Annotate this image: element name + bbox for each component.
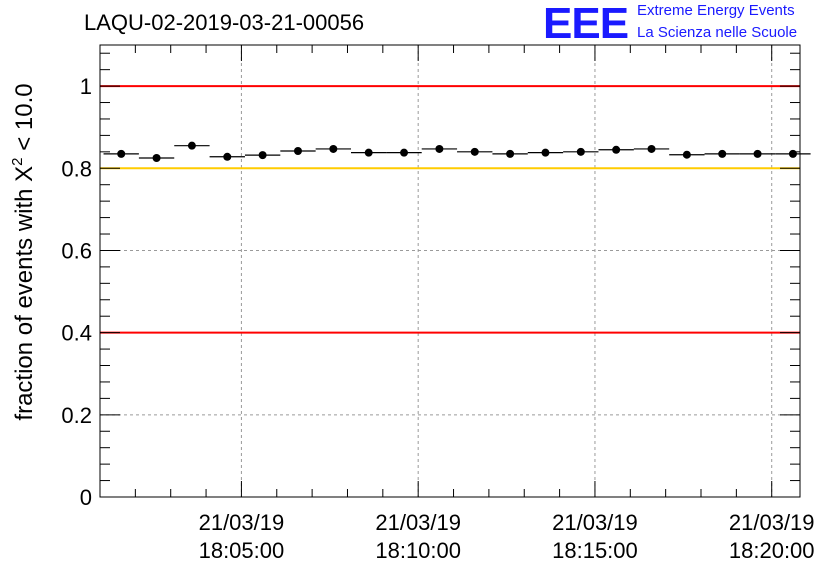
y-tick-label: 0.6 [61,238,92,263]
data-point [612,145,621,154]
y-tick-label: 1 [80,74,92,99]
data-point [187,141,196,150]
data-point [152,154,161,162]
x-tick-label-date: 21/03/19 [729,510,815,535]
plot-frame [99,44,801,498]
logo-line-2: La Scienza nelle Scuole [637,24,798,41]
y-axis-label-tail: < 10.0 [11,83,38,157]
data-point [117,149,126,158]
data-point [329,144,338,153]
data-point [788,149,797,158]
y-axis-label-symbol: X [11,166,38,182]
y-tick-label: 0.8 [61,156,92,181]
data-point [223,152,232,161]
y-axis-label: fraction of events with X2 < 10.0 [9,83,38,420]
y-axis-label-main: fraction of events with [11,182,38,421]
data-point [718,149,727,158]
data-point [400,148,409,157]
data-point [753,149,762,158]
x-tick-label-time: 18:10:00 [375,538,461,563]
x-tick-label-time: 18:05:00 [199,538,285,563]
logo-line-1: Extreme Energy Events [637,2,795,19]
data-point [682,150,691,159]
data-point [541,148,550,157]
y-axis-label-sup: 2 [9,157,26,165]
x-tick-label-time: 18:20:00 [729,538,815,563]
data-point [470,147,479,156]
data-point [364,148,373,157]
data-point [576,147,585,156]
x-tick-label-date: 21/03/19 [375,510,461,535]
chart-title: LAQU-02-2019-03-21-00056 [84,10,365,35]
data-point [506,149,515,158]
x-tick-label-date: 21/03/19 [552,510,638,535]
data-point [647,144,656,153]
y-tick-label: 0.4 [61,321,92,346]
x-tick-label-time: 18:15:00 [552,538,638,563]
eee-logo: EEE [543,0,629,48]
data-point [435,144,444,153]
x-tick-label-date: 21/03/19 [199,510,285,535]
data-point [293,147,302,156]
y-tick-label: 0.2 [61,403,92,428]
data-point [258,151,267,160]
y-tick-label: 0 [80,485,92,510]
